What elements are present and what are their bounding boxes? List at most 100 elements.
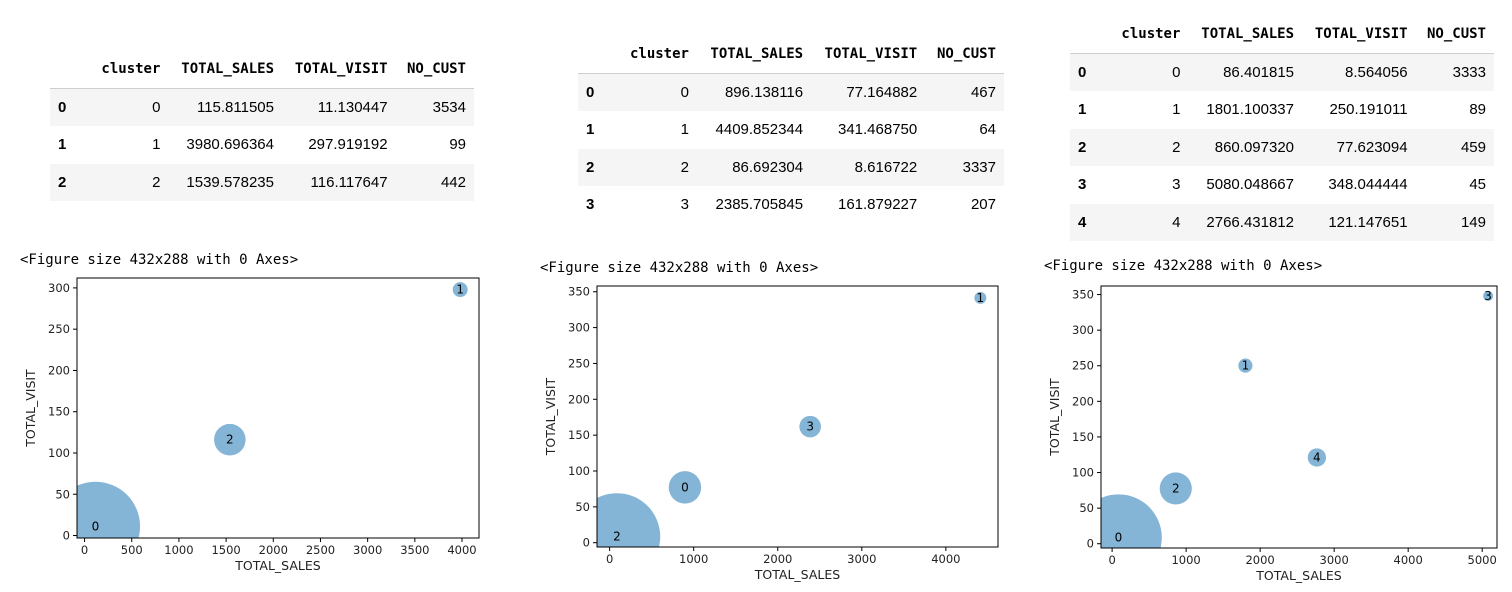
x-tick-label: 2000 <box>259 543 288 557</box>
table-cell: 1 <box>152 136 161 154</box>
point-label: 1 <box>456 283 464 297</box>
table-cell: 161.879227 <box>837 196 918 214</box>
table-cell: 86.692304 <box>732 158 804 176</box>
table-header: cluster TOTAL_SALES TOTAL_VISIT NO_CUST <box>578 35 1004 74</box>
y-tick-label: 200 <box>1072 394 1094 408</box>
table-row: 3 3 5080.048667 348.044444 45 <box>1070 166 1494 204</box>
y-tick-label: 100 <box>48 446 70 460</box>
table-cell: 250.191011 <box>1329 101 1408 119</box>
table-row: 1 1 1801.100337 250.191011 89 <box>1070 91 1494 129</box>
point-label: 2 <box>1172 481 1180 495</box>
cluster-point <box>1159 472 1192 505</box>
column-header: NO_CUST <box>395 50 474 89</box>
row-index: 3 <box>586 196 595 214</box>
table-cell: 45 <box>1469 176 1486 194</box>
table-row: 0 0 86.401815 8.564056 3333 <box>1070 53 1494 91</box>
y-tick-label: 100 <box>1072 466 1094 480</box>
y-tick-label: 0 <box>583 536 590 550</box>
table-header: cluster TOTAL_SALES TOTAL_VISIT NO_CUST <box>50 50 474 89</box>
table-cell: 89 <box>1469 101 1486 119</box>
scatter-plot: 0 1 2 3 4 0 1000 2000 3000 4000 5000 0 50 100 150 200 25… <box>1047 285 1498 583</box>
table-cell: 8.564056 <box>1345 63 1408 81</box>
table-cell: 77.164882 <box>846 83 918 101</box>
x-tick-label: 3500 <box>400 543 429 557</box>
column-header: cluster <box>618 35 697 74</box>
table-cell: 2 <box>152 173 161 191</box>
column-header: NO_CUST <box>1415 15 1494 54</box>
cluster-point <box>452 282 468 298</box>
y-tick-label: 150 <box>1072 430 1094 444</box>
x-tick-label: 3000 <box>847 552 876 566</box>
x-tick-label: 0 <box>81 543 88 557</box>
y-tick-label: 250 <box>48 322 70 336</box>
cluster-point <box>1483 290 1494 301</box>
cluster-point <box>1238 358 1253 373</box>
table-header: cluster TOTAL_SALES TOTAL_VISIT NO_CUST <box>1070 15 1494 54</box>
x-tick-label: 5000 <box>1468 553 1497 567</box>
point-label: 2 <box>613 530 621 544</box>
table-cell: 3 <box>1172 176 1181 194</box>
x-tick-label: 500 <box>121 543 143 557</box>
index-header <box>1070 15 1111 54</box>
y-axis-label: TOTAL_VISIT <box>23 369 38 448</box>
table-row: 2 2 86.692304 8.616722 3337 <box>578 148 1004 186</box>
x-tick-label: 2500 <box>306 543 335 557</box>
column-header: TOTAL_VISIT <box>1302 15 1416 54</box>
column-header: TOTAL_SALES <box>168 50 282 89</box>
cluster-point <box>77 481 141 538</box>
table-cell: 4409.852344 <box>715 121 804 139</box>
table-cell: 1539.578235 <box>186 173 274 191</box>
table-body: 0 0 896.138116 77.164882 467 1 1 4409.852344 341… <box>578 73 1004 224</box>
table-cell: 8.616722 <box>854 158 918 176</box>
x-tick-label: 0 <box>606 552 613 566</box>
panel-k5: cluster TOTAL_SALES TOTAL_VISIT NO_CUST 0 0 86… <box>1008 0 1512 592</box>
row-index: 0 <box>58 98 67 116</box>
cluster-point <box>974 291 987 304</box>
row-index: 3 <box>1078 176 1087 194</box>
column-header: cluster <box>90 50 169 89</box>
column-header: NO_CUST <box>925 35 1004 74</box>
row-index: 1 <box>1078 101 1087 119</box>
y-tick-label: 50 <box>575 500 590 514</box>
y-tick-label: 100 <box>568 464 590 478</box>
table-cell: 11.130447 <box>317 98 388 116</box>
x-tick-label: 3000 <box>353 543 382 557</box>
row-index: 2 <box>586 158 595 176</box>
point-label: 1 <box>1242 359 1250 373</box>
table-row: 0 0 896.138116 77.164882 467 <box>578 73 1004 111</box>
table-cell: 341.468750 <box>837 121 918 139</box>
y-tick-label: 350 <box>1072 288 1094 302</box>
row-index: 2 <box>1078 138 1087 156</box>
table-cell: 1 <box>1172 101 1181 119</box>
table-row: 0 0 115.811505 11.130447 3534 <box>50 88 474 126</box>
point-label: 2 <box>226 433 234 447</box>
table-cell: 3333 <box>1452 63 1486 81</box>
table-cell: 121.147651 <box>1328 213 1408 231</box>
panel-k4: cluster TOTAL_SALES TOTAL_VISIT NO_CUST 0 0 89… <box>504 0 1008 592</box>
y-tick-label: 0 <box>63 529 70 543</box>
column-header: cluster <box>1110 15 1189 54</box>
y-tick-label: 200 <box>48 363 70 377</box>
points-group <box>597 291 987 547</box>
panel-k3: cluster TOTAL_SALES TOTAL_VISIT NO_CUST 0 0 11… <box>0 0 504 592</box>
row-index: 0 <box>586 83 595 101</box>
row-index: 1 <box>58 136 67 154</box>
table-cell: 207 <box>970 196 996 214</box>
y-tick-label: 300 <box>48 281 70 295</box>
header-row: cluster TOTAL_SALES TOTAL_VISIT NO_CUST <box>578 35 1004 74</box>
y-tick-label: 350 <box>568 285 590 299</box>
y-axis-label: TOTAL_VISIT <box>1047 378 1062 457</box>
x-tick-label: 1000 <box>1171 553 1200 567</box>
table-row: 3 3 2385.705845 161.879227 207 <box>578 186 1004 224</box>
axes-frame <box>76 277 480 539</box>
x-axis-label: TOTAL_SALES <box>234 558 320 573</box>
table-body: 0 0 86.401815 8.564056 3333 1 1 1801.100337 250.… <box>1070 53 1494 241</box>
row-index: 2 <box>58 173 67 191</box>
cluster-point <box>799 415 821 438</box>
table-cell: 2 <box>1172 138 1181 156</box>
table-cell: 2 <box>680 158 689 176</box>
column-header: TOTAL_VISIT <box>282 50 396 89</box>
table-cell: 3980.696364 <box>186 136 274 154</box>
table-cell: 86.401815 <box>1223 63 1294 81</box>
y-tick-label: 200 <box>568 392 590 406</box>
